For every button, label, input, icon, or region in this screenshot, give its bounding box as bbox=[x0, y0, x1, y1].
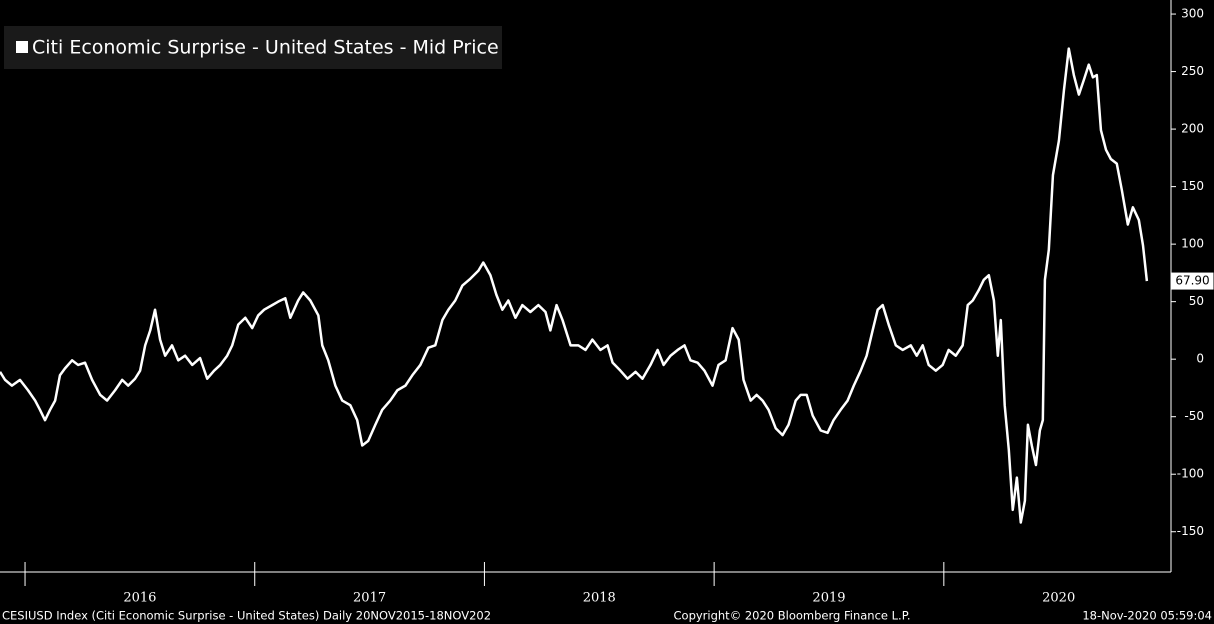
y-tick-label: -100 bbox=[1177, 467, 1204, 481]
x-tick-label: 2020 bbox=[1042, 591, 1075, 606]
legend-box bbox=[4, 26, 502, 69]
legend-label: Citi Economic Surprise - United States -… bbox=[32, 37, 499, 59]
footer-left: CESIUSD Index (Citi Economic Surprise - … bbox=[2, 609, 491, 623]
y-tick-label: 300 bbox=[1181, 7, 1204, 21]
x-tick-label: 2018 bbox=[583, 591, 616, 606]
y-tick-label: 0 bbox=[1196, 352, 1204, 366]
last-price-box bbox=[1171, 272, 1214, 290]
x-tick-label: 2016 bbox=[123, 591, 156, 606]
y-tick-label: 150 bbox=[1181, 179, 1204, 193]
legend-swatch bbox=[16, 41, 28, 53]
footer-right: 18-Nov-2020 05:59:04 bbox=[1082, 609, 1212, 623]
x-tick-label: 2019 bbox=[812, 591, 845, 606]
last-price-label: 67.90 bbox=[1175, 274, 1209, 288]
y-tick-label: -150 bbox=[1177, 524, 1204, 538]
y-tick-label: 200 bbox=[1181, 122, 1204, 136]
x-tick-label: 2017 bbox=[353, 591, 386, 606]
series-line bbox=[0, 47, 1149, 524]
footer-center: Copyright© 2020 Bloomberg Finance L.P. bbox=[674, 609, 911, 623]
y-tick-label: 100 bbox=[1181, 237, 1204, 251]
y-tick-label: 250 bbox=[1181, 64, 1204, 78]
y-tick-label: -50 bbox=[1184, 409, 1204, 423]
y-tick-label: 50 bbox=[1189, 294, 1204, 308]
